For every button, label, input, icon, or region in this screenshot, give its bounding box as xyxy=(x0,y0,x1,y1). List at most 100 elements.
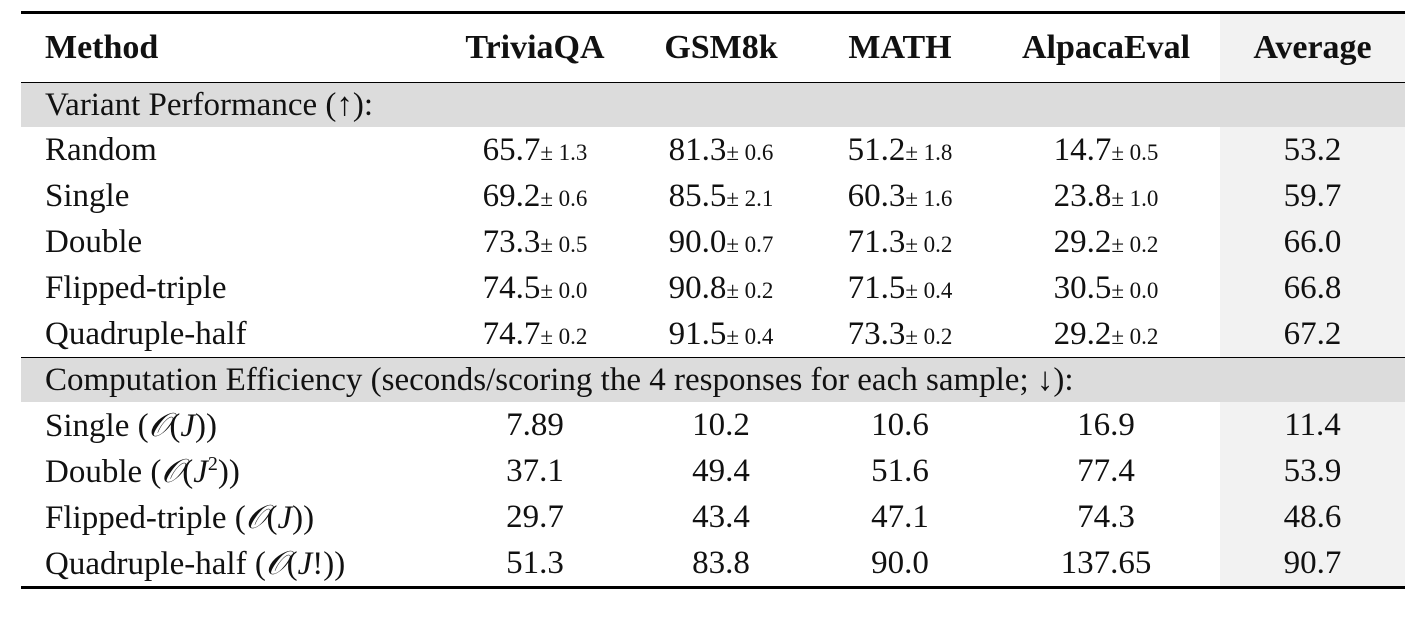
header-gsm8k: GSM8k xyxy=(634,11,808,83)
score-value: 73.3 xyxy=(482,223,541,260)
score-cell: 69.2± 0.6 xyxy=(436,173,634,219)
score-std: ± 1.6 xyxy=(905,185,953,211)
score-std: ± 0.5 xyxy=(540,231,588,257)
section-label-efficiency: Computation Efficiency (seconds/scoring … xyxy=(21,357,1405,402)
table-row: Double (𝒪(J2)) 37.1 49.4 51.6 77.4 53.9 xyxy=(21,448,1405,494)
time-cell: 74.3 xyxy=(1077,498,1135,535)
score-std: ± 0.4 xyxy=(726,323,774,349)
score-std: ± 0.5 xyxy=(1111,139,1159,165)
time-cell: 51.3 xyxy=(436,540,634,589)
method-cell: Quadruple-half (𝒪(J!)) xyxy=(21,540,436,589)
time-cell: 77.4 xyxy=(1077,452,1135,489)
score-value: 74.7 xyxy=(482,315,541,352)
score-value: 65.7 xyxy=(482,131,541,168)
average-cell: 67.2 xyxy=(1220,311,1405,358)
score-cell: 74.5± 0.0 xyxy=(436,265,634,311)
score-std: ± 0.2 xyxy=(1111,231,1159,257)
score-cell: 81.3± 0.6 xyxy=(634,127,808,173)
time-cell: 7.89 xyxy=(506,406,564,443)
score-std: ± 0.2 xyxy=(540,323,588,349)
average-cell: 53.9 xyxy=(1220,448,1405,494)
score-cell: 60.3± 1.6 xyxy=(808,173,992,219)
method-cell: Double (𝒪(J2)) xyxy=(45,451,240,490)
table-row: Single 69.2± 0.6 85.5± 2.1 60.3± 1.6 23.8± 1… xyxy=(21,173,1405,219)
score-value: 90.0 xyxy=(668,223,727,260)
score-value: 29.2 xyxy=(1053,223,1112,260)
time-cell: 83.8 xyxy=(634,540,808,589)
results-table: Method TriviaQA GSM8k MATH AlpacaEval Av… xyxy=(21,11,1405,589)
complexity-exponent: 2 xyxy=(207,453,218,475)
score-value: 14.7 xyxy=(1053,131,1112,168)
score-std: ± 0.2 xyxy=(726,277,774,303)
section-row-performance: Variant Performance (↑): xyxy=(21,82,1405,127)
complexity-arg: J xyxy=(297,546,313,582)
score-cell: 23.8± 1.0 xyxy=(992,173,1220,219)
complexity-open: ( xyxy=(254,546,266,582)
score-value: 74.5 xyxy=(482,269,541,306)
big-o-symbol: 𝒪 xyxy=(245,497,267,536)
table-body: Variant Performance (↑): Random 65.7± 1.3… xyxy=(21,82,1405,589)
time-cell: 10.2 xyxy=(692,406,750,443)
score-cell: 73.3± 0.5 xyxy=(436,219,634,265)
score-std: ± 0.0 xyxy=(1111,277,1159,303)
complexity-arg: J xyxy=(277,500,293,536)
score-cell: 73.3± 0.2 xyxy=(808,311,992,358)
time-cell: 29.7 xyxy=(506,498,564,535)
score-cell: 74.7± 0.2 xyxy=(436,311,634,358)
score-std: ± 1.3 xyxy=(540,139,588,165)
score-value: 23.8 xyxy=(1053,177,1112,214)
method-name: Double xyxy=(45,454,143,490)
header-method: Method xyxy=(21,11,436,83)
big-o-symbol: 𝒪 xyxy=(265,543,287,582)
method-name: Single xyxy=(45,408,130,444)
method-cell: Flipped-triple (𝒪(J)) xyxy=(45,497,315,536)
score-value: 51.2 xyxy=(847,131,906,168)
time-cell: 43.4 xyxy=(692,498,750,535)
section-row-efficiency: Computation Efficiency (seconds/scoring … xyxy=(21,357,1405,402)
score-value: 60.3 xyxy=(847,177,906,214)
score-cell: 91.5± 0.4 xyxy=(634,311,808,358)
score-cell: 90.0± 0.7 xyxy=(634,219,808,265)
score-std: ± 0.0 xyxy=(540,277,588,303)
score-std: ± 0.2 xyxy=(1111,323,1159,349)
header-alpacaeval: AlpacaEval xyxy=(992,11,1220,83)
table-row: Quadruple-half 74.7± 0.2 91.5± 0.4 73.3± 0.… xyxy=(21,311,1405,358)
time-cell: 16.9 xyxy=(1077,406,1135,443)
table-row: Random 65.7± 1.3 81.3± 0.6 51.2± 1.8 14.7± 0… xyxy=(21,127,1405,173)
score-cell: 71.3± 0.2 xyxy=(808,219,992,265)
score-value: 85.5 xyxy=(668,177,727,214)
table-row: Quadruple-half (𝒪(J!)) 51.3 83.8 90.0 137.65… xyxy=(21,540,1405,589)
score-std: ± 0.4 xyxy=(905,277,953,303)
score-cell: 65.7± 1.3 xyxy=(436,127,634,173)
complexity-close: !)) xyxy=(312,546,346,582)
score-std: ± 1.0 xyxy=(1111,185,1159,211)
score-std: ± 0.6 xyxy=(726,139,774,165)
method-cell: Single (𝒪(J)) xyxy=(45,405,218,444)
method-name: Flipped-triple xyxy=(45,500,227,536)
score-cell: 29.2± 0.2 xyxy=(992,311,1220,358)
complexity-open: ( xyxy=(150,454,162,490)
complexity-close: )) xyxy=(195,408,218,444)
complexity-arg: J xyxy=(180,408,196,444)
score-value: 81.3 xyxy=(668,131,727,168)
score-cell: 85.5± 2.1 xyxy=(634,173,808,219)
table-row: Single (𝒪(J)) 7.89 10.2 10.6 16.9 11.4 xyxy=(21,402,1405,448)
complexity-arg: J xyxy=(193,454,208,490)
header-average: Average xyxy=(1220,11,1405,83)
method-cell: Flipped-triple xyxy=(45,269,227,306)
time-cell: 47.1 xyxy=(871,498,929,535)
score-value: 91.5 xyxy=(668,315,727,352)
score-std: ± 1.8 xyxy=(905,139,953,165)
score-std: ± 0.2 xyxy=(905,323,953,349)
average-cell: 11.4 xyxy=(1220,402,1405,448)
time-cell: 51.6 xyxy=(871,452,929,489)
header-math: MATH xyxy=(808,11,992,83)
score-value: 90.8 xyxy=(668,269,727,306)
score-value: 73.3 xyxy=(847,315,906,352)
score-std: ± 0.2 xyxy=(905,231,953,257)
time-cell: 37.1 xyxy=(506,452,564,489)
score-cell: 71.5± 0.4 xyxy=(808,265,992,311)
method-cell: Quadruple-half xyxy=(45,315,247,352)
time-cell: 137.65 xyxy=(992,540,1220,589)
results-table-container: Method TriviaQA GSM8k MATH AlpacaEval Av… xyxy=(21,11,1405,589)
